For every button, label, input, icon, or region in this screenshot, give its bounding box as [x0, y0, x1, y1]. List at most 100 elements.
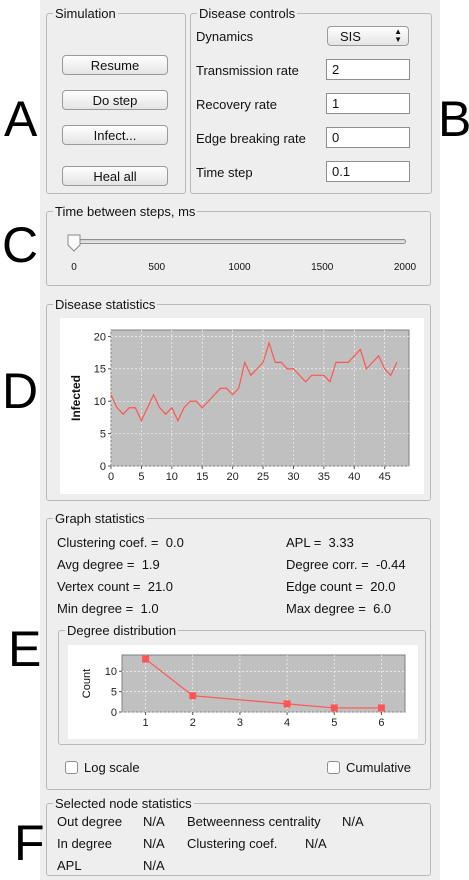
stat-label: Vertex count = [57, 579, 141, 594]
x-tick-label: 4 [284, 717, 290, 729]
y-tick-label: 0 [111, 707, 117, 719]
letter-c: C [2, 217, 39, 273]
stat-label: Clustering coef. = [57, 535, 159, 550]
log-scale-label: Log scale [84, 760, 140, 775]
stat-label: Min degree = [57, 601, 134, 616]
x-tick-label: 45 [379, 471, 391, 483]
heal-all-button[interactable]: Heal all [62, 166, 168, 186]
vertex-count-stat: Vertex count = 21.0 [57, 579, 173, 594]
node-apl-value: N/A [143, 858, 165, 873]
node-clustering-value: N/A [305, 836, 327, 851]
degree-distribution-title: Degree distribution [67, 623, 177, 638]
y-tick-label: 5 [100, 428, 106, 440]
stat-label: APL = [286, 535, 322, 550]
plot-background [121, 654, 406, 713]
time-step-label: Time step [196, 165, 253, 180]
infected-chart-area: 0 5 10 15 20 25 30 35 40 45 0 5 10 15 20 Infected [60, 318, 424, 494]
clustering-coef-stat: Clustering coef. = 0.0 [57, 535, 184, 550]
graph-statistics-title: Graph statistics [55, 511, 145, 526]
disease-statistics-group: Disease statistics [46, 297, 431, 501]
time-slider-track[interactable] [68, 239, 406, 244]
selected-node-group: Selected node statistics [46, 796, 431, 876]
stat-value: 20.0 [370, 579, 396, 594]
y-tick-label: 15 [94, 364, 106, 376]
x-tick-label: 1 [143, 717, 149, 729]
x-tick-label: 20 [227, 471, 239, 483]
stat-value: 1.0 [140, 601, 159, 616]
slider-tick-label: 500 [148, 262, 166, 273]
out-degree-label: Out degree [57, 814, 123, 829]
betweenness-value: N/A [342, 814, 364, 829]
y-tick-label: 10 [105, 666, 117, 678]
plot-background [110, 329, 410, 467]
letter-a: A [4, 91, 38, 147]
x-tick-label: 35 [318, 471, 330, 483]
graph-statistics-group: Graph statistics [46, 511, 431, 790]
infected-chart: 0 5 10 15 20 25 30 35 40 45 0 5 10 15 20 Infected [69, 329, 410, 483]
log-scale-checkbox[interactable] [65, 761, 78, 774]
edge-breaking-rate-input[interactable]: 0 [326, 127, 410, 148]
betweenness-label: Betweenness centrality [187, 814, 321, 829]
stat-value: -0.44 [375, 557, 406, 572]
transmission-rate-label: Transmission rate [196, 63, 299, 78]
degree-chart-area: 1 2 3 4 5 6 0 5 10 Count [68, 645, 418, 739]
data-point [330, 704, 338, 712]
stat-label: Max degree = [286, 601, 366, 616]
max-degree-stat: Max degree = 6.0 [286, 601, 391, 616]
time-between-steps-title: Time between steps, ms [55, 204, 196, 219]
slider-tick-label: 2000 [393, 262, 417, 273]
stat-value: 21.0 [147, 579, 174, 594]
stat-value: 3.33 [328, 535, 354, 550]
cumulative-checkbox[interactable] [327, 761, 340, 774]
degree-distribution-group: Degree distribution [58, 623, 426, 745]
stat-value: 1.9 [141, 557, 160, 572]
time-step-input[interactable]: 0.1 [326, 161, 410, 182]
selected-node-title: Selected node statistics [55, 796, 192, 811]
resume-button[interactable]: Resume [62, 55, 168, 75]
degree-corr-stat: Degree corr. = -0.44 [286, 557, 406, 572]
disease-statistics-title: Disease statistics [55, 297, 156, 312]
recovery-rate-input[interactable]: 1 [326, 93, 410, 114]
edge-count-stat: Edge count = 20.0 [286, 579, 396, 594]
slider-tick-label: 1500 [311, 262, 334, 273]
cumulative-label: Cumulative [346, 760, 412, 775]
disease-controls-title: Disease controls [199, 6, 296, 21]
x-tick-label: 3 [237, 717, 243, 729]
dynamics-select[interactable]: SIS ▲ ▼ [327, 26, 409, 46]
y-tick-label: 5 [111, 686, 117, 698]
data-point [283, 700, 291, 708]
dynamics-value: SIS [340, 28, 361, 44]
out-degree-value: N/A [143, 814, 165, 829]
letter-e: E [8, 621, 42, 677]
simulation-group: Simulation [46, 6, 186, 194]
transmission-rate-input[interactable]: 2 [326, 59, 410, 80]
recovery-rate-label: Recovery rate [196, 97, 277, 112]
stat-value: 0.0 [165, 535, 184, 550]
dynamics-label: Dynamics [196, 29, 254, 44]
avg-degree-stat: Avg degree = 1.9 [57, 557, 160, 572]
in-degree-label: In degree [57, 836, 112, 851]
do-step-button[interactable]: Do step [62, 90, 168, 110]
y-tick-label: 0 [100, 461, 106, 473]
x-tick-label: 15 [196, 471, 208, 483]
time-between-steps-group: Time between steps, ms [46, 204, 431, 286]
x-tick-label: 10 [166, 471, 178, 483]
simulation-title: Simulation [55, 6, 116, 21]
x-tick-label: 5 [138, 471, 144, 483]
disease-controls-group: Disease controls [190, 6, 432, 194]
data-point [142, 655, 150, 663]
time-slider-thumb[interactable] [67, 234, 81, 252]
stat-label: Avg degree = [57, 557, 135, 572]
slider-tick-label: 0 [71, 262, 77, 273]
x-tick-label: 2 [190, 717, 196, 729]
y-tick-label: 20 [94, 331, 106, 343]
degree-chart: 1 2 3 4 5 6 0 5 10 Count [81, 654, 406, 729]
data-point [377, 704, 385, 712]
x-tick-label: 30 [287, 471, 299, 483]
infect-button[interactable]: Infect... [62, 125, 168, 145]
node-clustering-label: Clustering coef. [187, 836, 278, 851]
min-degree-stat: Min degree = 1.0 [57, 601, 159, 616]
updown-arrows-icon: ▲ ▼ [394, 27, 402, 44]
apl-stat: APL = 3.33 [286, 535, 354, 550]
x-tick-label: 25 [257, 471, 269, 483]
